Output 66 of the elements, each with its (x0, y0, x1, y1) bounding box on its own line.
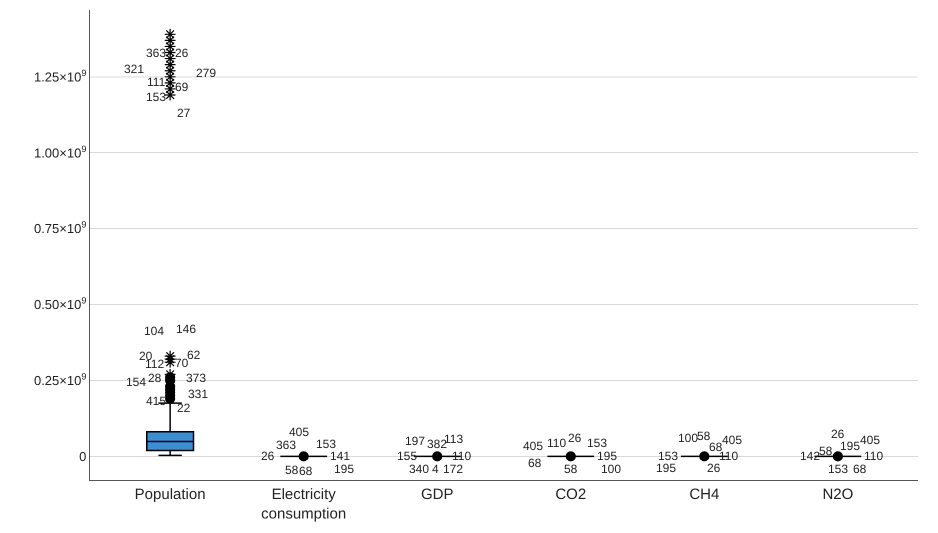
annotation: 28 (148, 371, 162, 385)
annotation: 58 (697, 429, 711, 443)
annotation: 363 (146, 46, 166, 60)
annotation: 415 (146, 394, 166, 408)
x-tick-label: CO2 (555, 486, 586, 503)
annotation: 197 (405, 434, 426, 448)
annotation: 22 (177, 401, 191, 415)
annotation: 58 (285, 463, 299, 477)
annotation: 27 (177, 106, 191, 120)
annotation: 153 (658, 449, 678, 463)
annotation: 62 (187, 348, 201, 362)
annotation: 100 (678, 431, 698, 445)
annotation: 363 (276, 438, 296, 452)
annotation: 141 (330, 449, 350, 463)
x-tick-label: N2O (822, 486, 854, 503)
annotation: 68 (299, 464, 313, 478)
annotation: 68 (528, 456, 542, 470)
annotation: 142 (800, 449, 820, 463)
annotation: 195 (334, 462, 354, 476)
y-tick-label: 1.25×10$^{9}$ (34, 68, 86, 84)
annotation: 405 (860, 433, 880, 447)
annotation: 153 (146, 90, 166, 104)
annotation: 153 (587, 436, 608, 450)
annotation: 405 (722, 433, 742, 447)
annotation: 405 (523, 439, 544, 453)
x-tick-label: CH4 (689, 486, 720, 503)
annotation: 110 (452, 449, 472, 463)
annotation: 58 (819, 444, 833, 458)
annotation: 111 (147, 75, 166, 89)
annotation: 195 (840, 439, 860, 453)
annotation: 110 (864, 449, 884, 463)
annotation: 153 (316, 437, 336, 451)
annotation: 100 (601, 462, 622, 476)
y-tick-label: 0.25×10$^{9}$ (34, 372, 86, 388)
annotation: 26 (831, 427, 845, 441)
annotation: 26 (568, 431, 582, 445)
annotation: 195 (597, 449, 618, 463)
annotation: 146 (176, 322, 196, 336)
annotation: 405 (289, 425, 310, 439)
annotation: 58 (564, 462, 578, 476)
annotation: 4 (432, 462, 439, 476)
annotation: 110 (547, 436, 566, 450)
annotation: 104 (144, 324, 164, 338)
y-tick-label: 1.00×10$^{9}$ (34, 144, 86, 160)
annotation: 26 (175, 46, 189, 60)
annotation: 172 (443, 462, 464, 476)
annotation: 155 (397, 449, 418, 463)
annotation: 26 (707, 461, 721, 475)
x-tick-label: GDP (420, 486, 454, 503)
annotation: 69 (175, 80, 189, 94)
annotation: 26 (261, 449, 275, 463)
y-tick-label: 0.75×10$^{9}$ (34, 220, 86, 236)
annotation: 70 (175, 356, 189, 370)
annotation: 195 (656, 461, 676, 475)
annotation: 331 (188, 387, 208, 401)
annotation: 321 (124, 62, 144, 76)
annotation: 154 (126, 375, 146, 389)
annotation: 373 (186, 371, 206, 385)
annotation: 68 (853, 462, 867, 476)
x-tick-label: Population (134, 486, 206, 503)
annotation: 340 (409, 462, 430, 476)
y-tick-label: 0 (79, 448, 86, 464)
x-tick-label: Electricity consumption (261, 486, 346, 522)
annotation: 279 (196, 66, 216, 80)
annotation: 153 (828, 462, 848, 476)
y-tick-label: 0.50×10$^{9}$ (34, 296, 86, 312)
